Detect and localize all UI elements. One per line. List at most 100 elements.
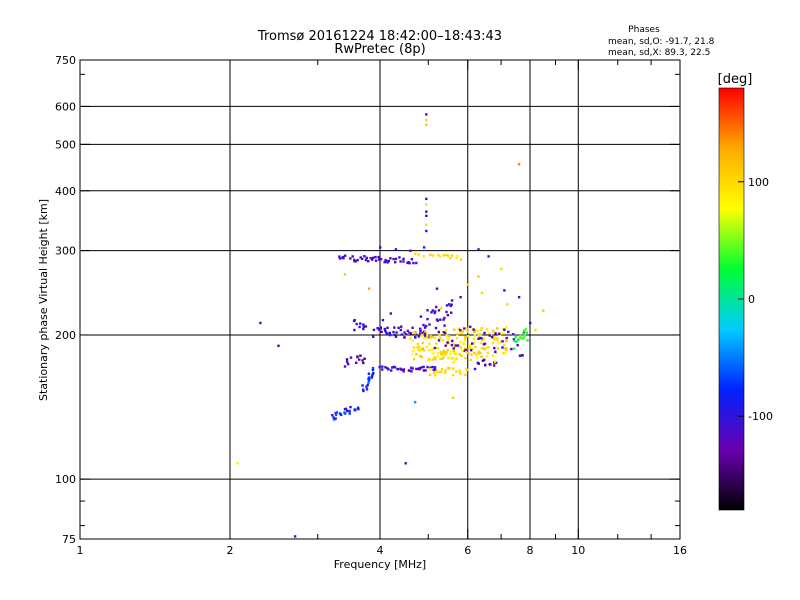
data-point	[394, 248, 398, 251]
data-point	[422, 369, 425, 372]
data-point	[411, 367, 414, 370]
data-point	[387, 259, 390, 263]
data-point	[438, 333, 441, 336]
data-point	[480, 339, 484, 342]
data-point	[523, 329, 526, 333]
data-point	[455, 337, 459, 340]
data-point	[506, 303, 509, 306]
data-point	[465, 368, 469, 372]
data-point	[477, 333, 480, 336]
data-point	[469, 358, 472, 362]
chart-title: Tromsø 20161224 18:42:00–18:43:43	[257, 29, 502, 44]
data-point	[343, 254, 347, 257]
data-point	[411, 326, 414, 329]
data-point	[488, 334, 491, 337]
data-point	[236, 462, 239, 465]
data-point	[491, 354, 495, 358]
data-point	[483, 347, 486, 351]
y-tick-label: 500	[55, 138, 76, 151]
data-point	[477, 337, 480, 340]
data-point	[514, 336, 517, 339]
data-point	[485, 328, 489, 331]
data-point	[400, 333, 403, 336]
data-point	[496, 327, 499, 330]
data-point	[446, 348, 450, 352]
data-point	[431, 358, 434, 361]
data-point	[433, 366, 437, 369]
data-point	[427, 335, 431, 339]
phase-heading: Phases	[628, 25, 660, 35]
data-point	[465, 330, 469, 333]
data-point	[460, 354, 463, 358]
data-point	[493, 337, 496, 341]
data-point	[459, 296, 462, 299]
data-point	[499, 332, 503, 335]
data-point	[454, 344, 457, 347]
data-point	[456, 333, 459, 336]
data-point	[442, 331, 445, 334]
data-point	[450, 311, 453, 314]
data-point	[417, 335, 420, 338]
data-point	[359, 322, 362, 325]
data-point	[496, 347, 499, 350]
data-point	[353, 260, 356, 263]
data-point	[433, 346, 437, 350]
data-point	[339, 413, 343, 416]
data-point	[445, 343, 449, 346]
data-point	[346, 409, 349, 413]
data-point	[421, 347, 425, 350]
data-point	[431, 348, 434, 351]
data-point	[447, 335, 451, 338]
data-point	[383, 261, 386, 264]
data-point	[396, 367, 400, 371]
data-point	[493, 335, 496, 338]
data-point	[477, 352, 480, 355]
data-point	[452, 360, 455, 364]
data-point	[338, 255, 341, 258]
data-point	[354, 260, 358, 263]
data-point	[522, 336, 525, 339]
data-point	[459, 258, 463, 261]
data-point	[451, 373, 455, 377]
data-point	[434, 310, 437, 313]
data-point	[517, 296, 521, 299]
data-point	[452, 367, 455, 370]
data-point	[403, 331, 406, 334]
data-point	[468, 344, 471, 348]
y-tick-label: 300	[55, 245, 76, 258]
data-point	[448, 367, 451, 370]
data-point	[424, 330, 427, 334]
data-point	[470, 349, 473, 352]
data-point	[482, 337, 486, 341]
data-point	[446, 338, 450, 341]
data-point	[484, 364, 487, 367]
data-point	[392, 365, 396, 369]
data-point	[419, 329, 422, 333]
data-point	[444, 344, 447, 347]
data-point	[425, 119, 428, 122]
data-point	[428, 342, 431, 345]
data-point	[444, 353, 447, 356]
data-point	[434, 368, 437, 371]
data-point	[334, 417, 337, 420]
data-point	[414, 332, 417, 335]
data-point	[505, 336, 508, 340]
data-point	[405, 333, 408, 336]
data-point	[436, 351, 440, 355]
data-point	[480, 327, 483, 330]
data-point	[402, 368, 405, 371]
data-point	[356, 406, 360, 409]
data-point	[451, 339, 454, 343]
data-point	[420, 347, 423, 351]
data-point	[438, 370, 441, 373]
data-point	[402, 370, 405, 373]
data-point	[494, 352, 498, 355]
data-point	[499, 340, 503, 344]
data-point	[447, 254, 450, 257]
data-point	[459, 372, 462, 376]
axis-ticks: 1 2 4 6 8 10 16 75 100 200 300 400 500 600 750	[55, 54, 687, 557]
data-point	[346, 360, 349, 364]
data-point	[493, 346, 496, 350]
data-point	[436, 319, 439, 322]
data-point	[413, 400, 417, 404]
